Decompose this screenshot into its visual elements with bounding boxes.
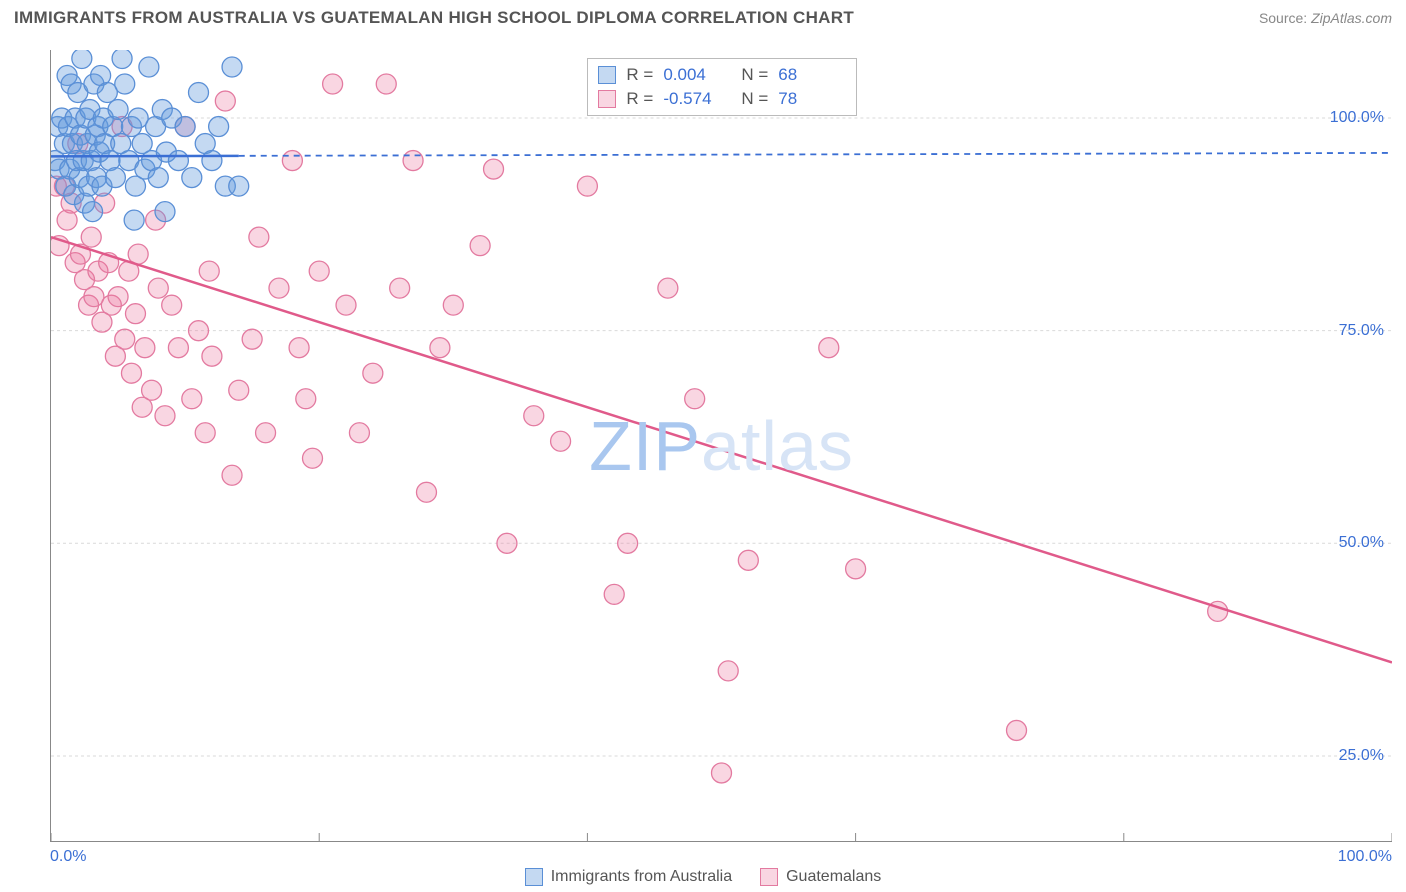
legend-item: Immigrants from Australia — [525, 868, 732, 886]
source-label: Source: ZipAtlas.com — [1259, 10, 1392, 26]
y-tick-label: 50.0% — [1339, 534, 1384, 552]
scatter-chart — [51, 50, 1392, 841]
legend-row: R =-0.574 N =78 — [598, 87, 846, 111]
legend-item: Guatemalans — [760, 868, 881, 886]
plot-area: ZIPatlas R =0.004 N =68 R =-0.574 N =78 … — [50, 50, 1392, 842]
y-tick-label: 100.0% — [1330, 109, 1384, 127]
legend-swatch-icon — [598, 90, 616, 108]
legend-label: Guatemalans — [786, 868, 881, 886]
legend-swatch-icon — [598, 66, 616, 84]
x-max-label: 100.0% — [1338, 848, 1392, 866]
legend-label: Immigrants from Australia — [551, 868, 732, 886]
x-axis-labels: 0.0% 100.0% — [50, 848, 1392, 866]
correlation-legend: R =0.004 N =68 R =-0.574 N =78 — [587, 58, 857, 116]
legend-row: R =0.004 N =68 — [598, 63, 846, 87]
legend-swatch-icon — [760, 868, 778, 886]
legend-swatch-icon — [525, 868, 543, 886]
chart-title: IMMIGRANTS FROM AUSTRALIA VS GUATEMALAN … — [14, 8, 854, 28]
x-min-label: 0.0% — [50, 848, 86, 866]
y-tick-label: 25.0% — [1339, 747, 1384, 765]
y-tick-label: 75.0% — [1339, 322, 1384, 340]
series-legend: Immigrants from Australia Guatemalans — [0, 868, 1406, 886]
